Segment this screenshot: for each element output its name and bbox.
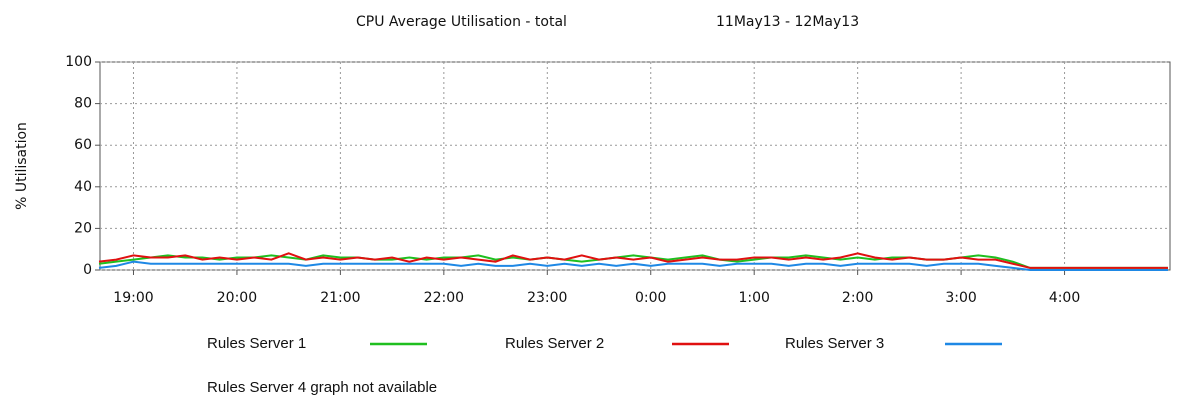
x-tick-label: 3:00: [945, 290, 976, 306]
y-tick-label: 0: [83, 262, 92, 278]
series-line: [98, 260, 1168, 271]
y-axis-label: % Utilisation: [14, 122, 30, 210]
x-tick-label: 19:00: [113, 290, 153, 306]
legend-label: Rules Server 3: [785, 335, 884, 352]
x-tick-label: 4:00: [1049, 290, 1080, 306]
chart-title: CPU Average Utilisation - total: [356, 14, 567, 30]
x-tick-label: 2:00: [842, 290, 873, 306]
x-tick-label: 20:00: [217, 290, 257, 306]
y-tick-label: 40: [74, 179, 92, 195]
x-tick-label: 21:00: [320, 290, 360, 306]
note: Rules Server 4 graph not available: [207, 379, 437, 396]
x-tick-label: 1:00: [738, 290, 769, 306]
chart-subtitle: 11May13 - 12May13: [716, 14, 859, 30]
x-tick-label: 23:00: [527, 290, 567, 306]
legend-label: Rules Server 1: [207, 335, 306, 352]
series-line: [98, 254, 1168, 269]
series-line: [98, 252, 1168, 269]
y-tick-label: 20: [74, 220, 92, 236]
x-tick-label: 0:00: [635, 290, 666, 306]
y-tick-label: 100: [65, 54, 92, 70]
y-tick-label: 60: [74, 137, 92, 153]
x-tick-label: 22:00: [424, 290, 464, 306]
plot-frame: [99, 61, 1171, 271]
y-tick-label: 80: [74, 96, 92, 112]
legend-label: Rules Server 2: [505, 335, 604, 352]
